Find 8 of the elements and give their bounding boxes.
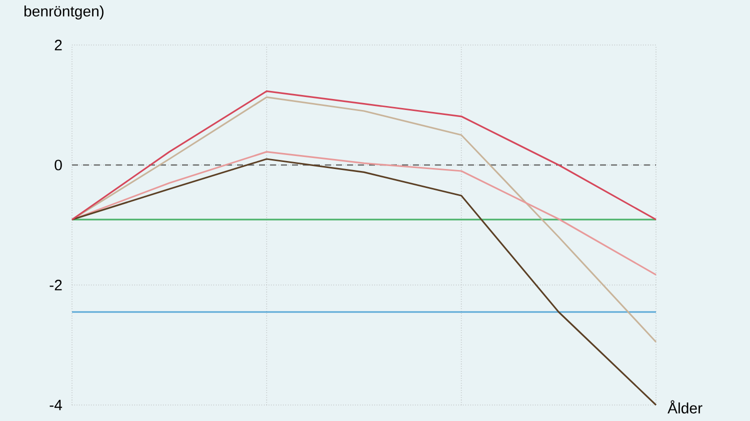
y-tick-label: -2 [50, 280, 62, 290]
line-series [71, 90, 657, 220]
x-axis-title: Ålder [668, 400, 702, 414]
y-axis-title: benröntgen) [24, 6, 104, 20]
y-tick-label: 2 [54, 40, 62, 50]
y-tick-label: -4 [50, 400, 62, 410]
line-series [71, 158, 657, 406]
y-tick-label: 0 [54, 160, 62, 170]
